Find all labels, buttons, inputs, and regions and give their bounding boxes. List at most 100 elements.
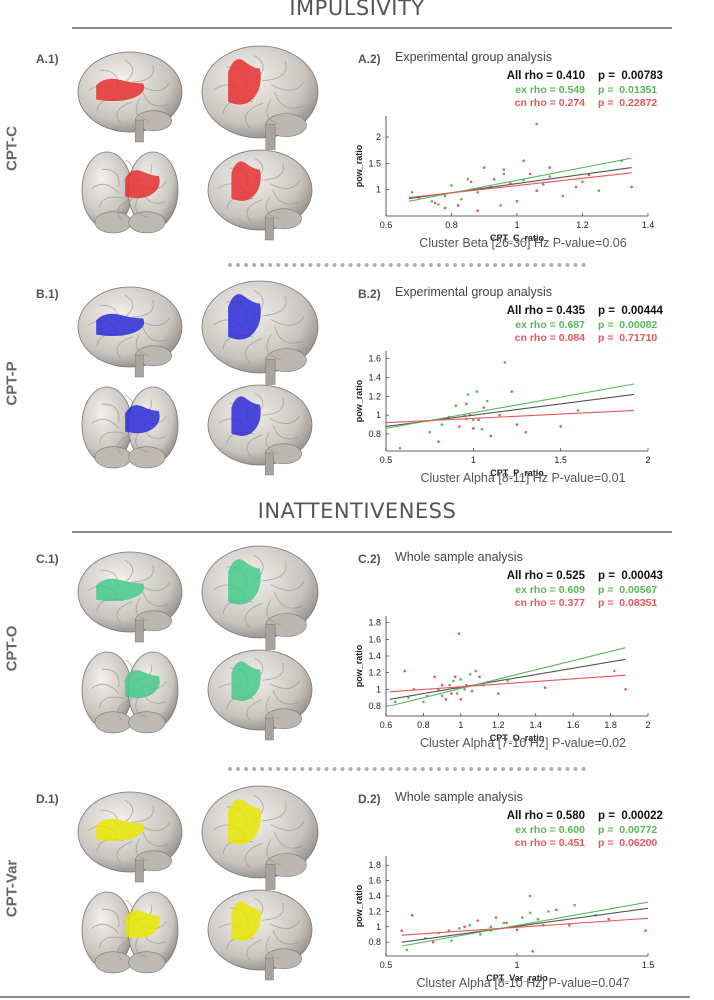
data-point-cn [607,917,610,921]
impulsivity-heading: IMPULSIVITY [289,0,425,20]
stat-p-all: p = 0.00783 [598,70,663,82]
data-point-cn [543,686,547,689]
chart-title: Whole sample analysis [395,550,523,564]
data-point-ex [443,194,447,198]
stat-p-ex: p = 0.00772 [598,824,658,836]
data-point-cn [515,423,519,426]
data-point-ex [597,189,601,193]
stat-p-ex: p = 0.00082 [598,319,658,331]
data-point-ex [536,917,540,921]
data-point-ex [440,423,444,426]
cluster-caption: Cluster Alpha [8-10 Hz] P-value=0.047 [416,976,630,990]
x-tick-label: 1.4 [529,720,542,730]
data-point-cn [463,925,466,929]
row-label: CPT-P [3,361,21,406]
data-point-ex [581,180,584,184]
data-point-ex [468,923,472,927]
stat-p-all: p = 0.00444 [598,305,663,317]
data-point-cn [470,689,474,693]
data-point-ex [428,430,431,434]
data-point-ex [535,122,538,126]
stat-rho-all: All rho = 0.410 [506,70,585,82]
brain-view-back [81,386,179,469]
data-point-cn [437,440,440,443]
x-tick-label: 1.6 [567,720,580,730]
data-point-ex [452,679,455,683]
brain-view-back [81,151,179,234]
activation-region [96,78,145,102]
brain-view-medial [207,649,313,741]
activation-region [228,59,261,105]
data-point-ex [548,175,552,178]
data-point-ex [398,446,402,450]
row-label: CPT-O [3,625,21,672]
brain-view-side [77,791,183,883]
data-point-ex [503,361,507,364]
data-point-ex [468,673,472,676]
y-tick-label: 1.6 [368,634,381,644]
data-point-cn [450,692,453,695]
data-point-cn [498,413,501,417]
x-tick-label: 0.8 [445,220,458,230]
data-point-cn [535,189,538,193]
figure-row-4: CPT-Var D.1) D.2) Whole sample analysis All … [0,780,714,1000]
y-axis-label: pow_ratio [354,144,364,187]
x-tick-label: 1.5 [554,455,567,465]
data-point-ex [499,204,502,207]
data-point-ex [502,921,506,925]
data-point-cn [433,201,437,205]
data-point-cn [489,925,493,929]
y-tick-label: 2 [376,132,381,142]
fit-line-all [389,658,626,700]
data-point-cn [522,159,525,163]
data-point-cn [472,427,475,430]
data-point-cn [459,698,463,701]
stat-p-all: p = 0.00022 [598,810,663,822]
data-point-ex [520,916,524,919]
fit-line-cn [385,409,635,424]
data-point-ex [476,191,479,194]
data-point-ex [458,927,461,930]
data-point-cn [505,921,508,925]
brain-view-back [81,891,179,974]
x-tick-label: 1 [514,220,519,230]
brain-view-side [77,286,183,378]
data-point-ex [474,669,478,673]
activation-region [231,396,261,436]
cluster-caption: Cluster Beta [26-30] Hz P-value=0.06 [419,236,627,250]
data-point-cn [482,406,486,409]
y-tick-label: 1.5 [368,158,381,168]
data-point-cn [443,206,447,210]
x-tick-label: 1.8 [604,720,617,730]
data-point-ex [394,700,397,704]
cluster-caption: Cluster Alpha [8-11] Hz P-value=0.01 [420,471,626,485]
data-point-cn [524,430,528,434]
y-tick-label: 1.2 [368,391,381,401]
y-tick-label: 1.8 [368,860,381,870]
stat-rho-cn: cn rho = 0.274 [514,97,585,109]
y-tick-label: 1 [376,684,381,694]
left-panel-label: D.1) [36,792,59,806]
x-tick-label: 1.2 [576,220,589,230]
data-point-cn [400,929,404,932]
stat-rho-ex: ex rho = 0.687 [515,319,585,331]
x-axis-label: CPT_O_ratio [490,733,545,743]
brain-view-medial [201,785,319,890]
data-point-ex [506,679,509,683]
data-point-cn [458,425,461,428]
brain-renderings [77,545,319,741]
activation-region [96,578,145,602]
data-point-ex [410,191,414,194]
x-tick-label: 0.5 [380,455,393,465]
y-tick-label: 1 [376,185,381,195]
figure-row-2: CPT-P B.1) B.2) Experimental group analysis… [0,275,714,495]
x-tick-label: 0.8 [417,720,430,730]
data-point-ex [466,393,470,396]
chart-title: Experimental group analysis [395,50,553,64]
y-axis-label: pow_ratio [354,884,364,927]
data-point-cn [447,929,451,932]
stat-rho-all: All rho = 0.580 [506,810,585,822]
x-tick-label: 0.6 [380,720,393,730]
data-point-ex [430,199,434,203]
left-panel-label: C.1) [36,552,59,566]
